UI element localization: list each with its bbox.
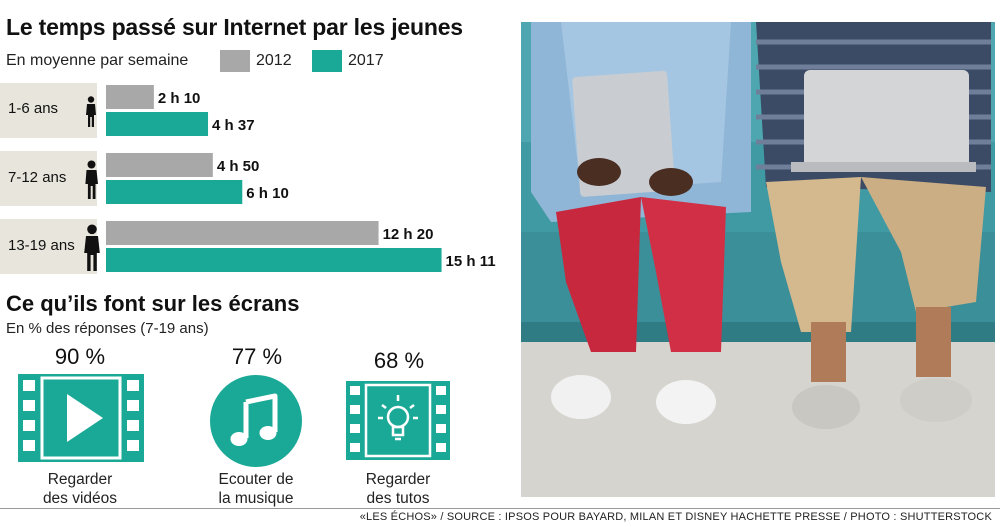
child-person-icon (86, 96, 96, 127)
legend-label-2017: 2017 (348, 52, 384, 69)
activity-label-tutos-line1: Regarder (365, 471, 431, 488)
row-band-1-6 (0, 83, 97, 138)
activity-label-videos: Regarder des vidéos (15, 470, 145, 508)
bar-value-label-2017-1: 4 h 37 (212, 117, 255, 134)
legend-swatch-2017 (312, 50, 342, 72)
legend-swatch-2012 (220, 50, 250, 72)
bar-2012-3 (106, 221, 379, 245)
activity-percent-videos: 90 % (54, 344, 106, 369)
bar-2017-1 (106, 112, 209, 136)
footer-credit: «LES ÉCHOS» / SOURCE : IPSOS POUR BAYARD… (359, 511, 992, 523)
bar-value-label-2012-3: 12 h 20 (383, 226, 434, 243)
bar-2012-1 (106, 85, 154, 109)
category-label-1-6: 1-6 ans (8, 100, 59, 117)
activity-label-videos-line2: des vidéos (42, 490, 118, 507)
activity-label-music: Ecouter de la musique (191, 470, 321, 508)
bar-value-label-2017-2: 6 h 10 (246, 185, 289, 202)
row-band-7-12 (0, 151, 97, 206)
activity-label-tutos: Regarder des tutos (333, 470, 463, 508)
activity-label-tutos-line2: des tutos (366, 490, 430, 507)
music-note-icon (210, 375, 302, 467)
bar-2012-2 (106, 153, 213, 177)
chart-title: Le temps passé sur Internet par les jeun… (6, 14, 463, 40)
bar-chart: 2 h 10 4 h 37 4 h 50 6 h 10 12 h 20 15 h 11 (106, 85, 496, 272)
footer-divider (0, 508, 1000, 527)
bar-value-label-2012-1: 2 h 10 (158, 90, 201, 107)
category-label-7-12: 7-12 ans (8, 169, 67, 186)
legend-item-2012: 2012 (220, 50, 292, 72)
preteen-person-icon (85, 160, 98, 199)
bar-value-label-2017-3: 15 h 11 (446, 253, 496, 270)
video-play-icon (18, 374, 144, 462)
activities-title: Ce qu’ils font sur les écrans (6, 291, 300, 316)
chart-subtitle: En moyenne par semaine (6, 52, 189, 69)
legend-item-2017: 2017 (312, 50, 384, 72)
bar-2017-3 (106, 248, 442, 272)
activity-percent-tutos: 68 % (373, 348, 425, 373)
lightbulb-film-icon (346, 381, 450, 460)
bar-value-label-2012-2: 4 h 50 (217, 158, 260, 175)
bar-2017-2 (106, 180, 243, 204)
teen-person-icon (84, 224, 100, 271)
activities-subtitle: En % des réponses (7-19 ans) (6, 320, 209, 337)
activity-label-music-line2: la musique (218, 490, 294, 507)
legend-label-2012: 2012 (256, 52, 292, 69)
row-band-13-19 (0, 219, 97, 274)
photo-illustration (521, 22, 995, 497)
category-label-13-19: 13-19 ans (8, 237, 75, 254)
photo-teens-with-devices (521, 22, 995, 497)
activity-percent-music: 77 % (231, 344, 283, 369)
activity-label-music-line1: Ecouter de (218, 471, 294, 488)
activity-label-videos-line1: Regarder (47, 471, 113, 488)
